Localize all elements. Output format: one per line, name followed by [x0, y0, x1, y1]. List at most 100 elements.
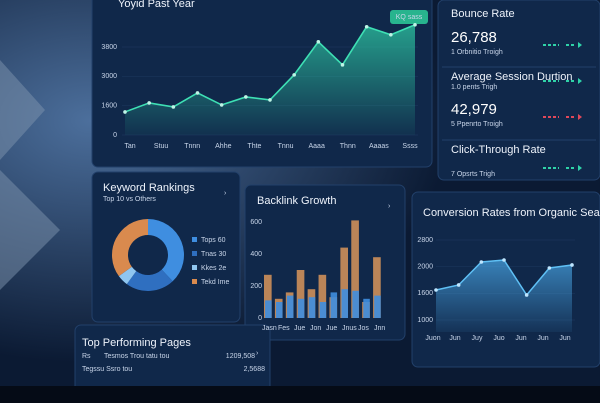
x-label: Ssss	[402, 143, 418, 150]
bar	[308, 297, 316, 318]
x-label: Jun	[559, 335, 570, 342]
x-label: Jos	[358, 325, 369, 332]
legend-label: Tnas 30	[201, 251, 226, 258]
panel-subtitle: Top 10 vs Others	[103, 196, 156, 203]
x-label: Tnnu	[278, 143, 294, 150]
legend-swatch	[192, 237, 197, 242]
bar	[296, 270, 305, 318]
x-label: Juo	[493, 335, 504, 342]
donut-segment	[148, 219, 184, 282]
area	[125, 24, 415, 135]
point	[340, 63, 345, 67]
x-label: Aaaa	[308, 143, 324, 150]
point	[524, 293, 529, 297]
metric-note: 1.0 pents Trigh	[451, 84, 497, 91]
x-label: Jun	[537, 335, 548, 342]
point	[171, 105, 176, 109]
bar	[363, 298, 370, 318]
x-label: Jon	[310, 325, 321, 332]
x-label: Tnnn	[184, 143, 200, 150]
x-label: Tan	[124, 143, 135, 150]
point	[147, 101, 151, 105]
bar	[340, 247, 348, 318]
table-cell: Tegssu Ssro tou	[82, 366, 132, 373]
metric-note: 7 Opsrts Trigh	[451, 171, 495, 178]
x-label: Juon	[425, 335, 440, 342]
point	[434, 288, 438, 292]
point	[456, 283, 461, 287]
bar	[318, 274, 327, 318]
bar	[265, 300, 272, 318]
x-label: Ahhe	[215, 143, 231, 150]
metric-value: 42,979	[451, 101, 497, 118]
x-label: Jnn	[374, 325, 385, 332]
chart-title: Yoyid Past Year	[118, 0, 195, 10]
chevron[interactable]: ›	[224, 190, 227, 197]
table-cell: Rs	[82, 353, 91, 360]
point	[570, 263, 574, 267]
x-label: Jue	[294, 325, 305, 332]
area	[436, 260, 572, 332]
x-label: Jun	[515, 335, 526, 342]
keyboard-edge	[0, 386, 600, 403]
y-label: 2000	[417, 264, 433, 271]
metric-value: 26,788	[451, 29, 497, 46]
bar	[373, 257, 381, 318]
panel	[437, 0, 600, 181]
y-label: 0	[113, 132, 117, 139]
panel-title: Backlink Growth	[257, 195, 336, 207]
point	[364, 24, 369, 29]
trend-arrow	[578, 114, 582, 120]
trend-arrow	[578, 42, 582, 48]
decor-chevrons	[0, 60, 60, 290]
donut-segment	[118, 266, 137, 285]
panel-title: Conversion Rates from Organic Search	[423, 207, 600, 219]
metric-note: 5 Ppenrto Troigh	[451, 121, 503, 128]
donut-segment	[112, 219, 148, 277]
panel-title: Top Performing Pages	[82, 337, 191, 349]
metric-title: Average Session Durtion	[451, 71, 572, 83]
point	[219, 103, 224, 107]
bar	[264, 274, 272, 318]
table-cell: 2,5688	[244, 366, 266, 373]
point	[479, 260, 484, 264]
y-label: 400	[250, 251, 262, 258]
legend-label: Kkes 2e	[201, 265, 226, 272]
chevron[interactable]: ›	[388, 203, 391, 210]
legend-label: Tops 60	[201, 237, 226, 244]
legend-swatch	[192, 251, 197, 256]
donut-segment	[126, 269, 173, 291]
chevron[interactable]: ›	[256, 350, 259, 357]
x-label: Jnus	[342, 325, 357, 332]
y-label: 1600	[417, 290, 433, 297]
legend-swatch	[192, 265, 197, 270]
point	[195, 91, 200, 95]
trend-arrow	[578, 165, 582, 171]
point	[502, 258, 506, 262]
point	[389, 32, 393, 37]
y-label: 3000	[101, 73, 117, 80]
bar	[319, 302, 327, 318]
x-label: Thte	[247, 143, 261, 150]
badge-text: KQ sass	[396, 14, 423, 21]
x-label: Aaaas	[369, 143, 389, 150]
bar	[286, 295, 294, 318]
x-label: Thnn	[340, 143, 356, 150]
badge	[390, 10, 428, 24]
bar	[297, 298, 305, 318]
trend-arrow	[578, 78, 582, 84]
point	[244, 95, 248, 99]
metric-title: Click-Through Rate	[451, 144, 546, 156]
metric-note: 1 Orbnitio Troigh	[451, 49, 503, 56]
metric-title: Bounce Rate	[451, 8, 515, 20]
x-label: Fes	[278, 325, 290, 332]
x-label: Jue	[326, 325, 337, 332]
panel	[74, 324, 271, 403]
bar	[330, 292, 338, 318]
point	[547, 266, 552, 270]
x-label: Jasn	[262, 325, 277, 332]
point	[292, 73, 296, 77]
y-label: 0	[258, 315, 262, 322]
bar	[276, 302, 283, 318]
